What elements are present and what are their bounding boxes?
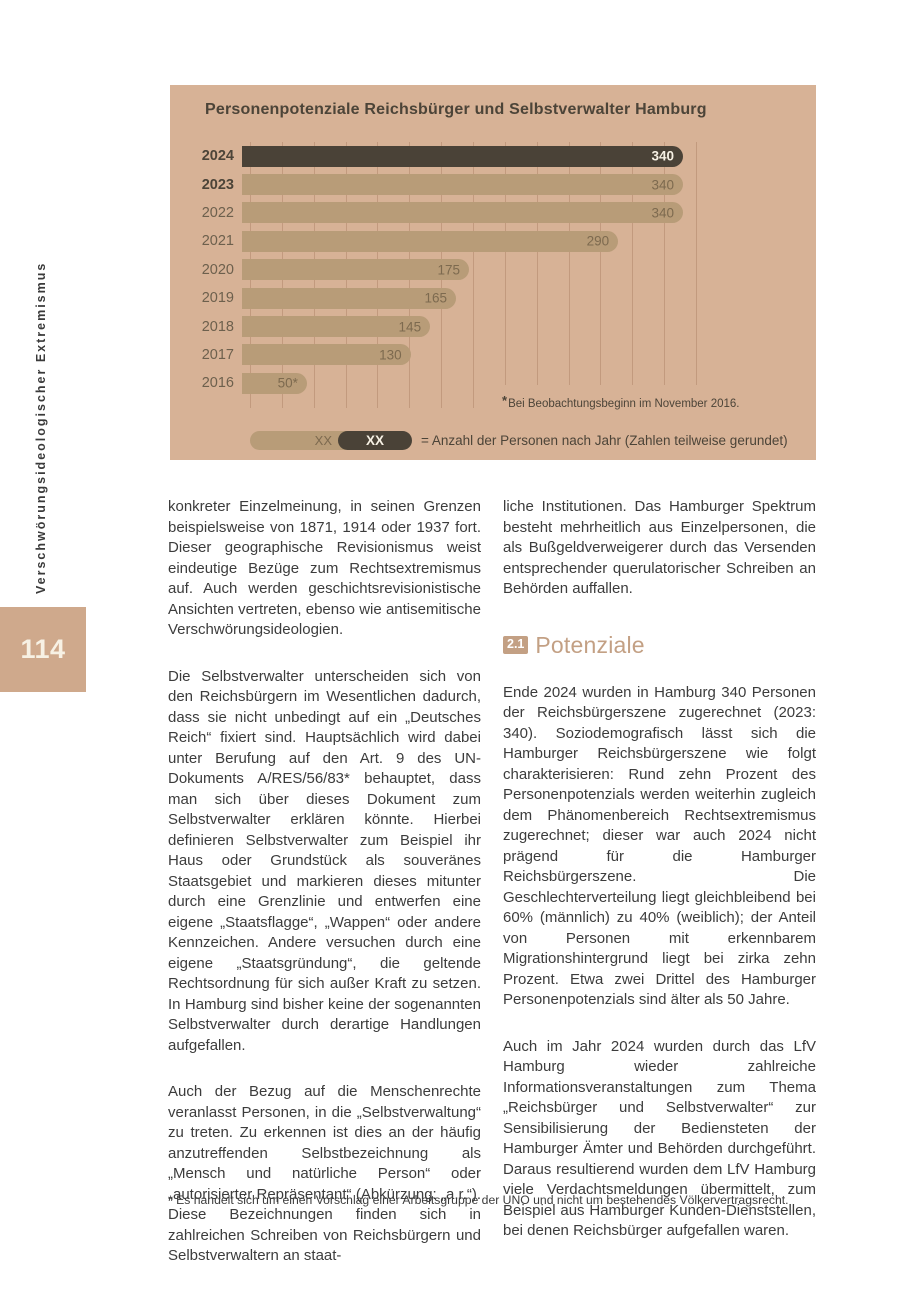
chart-footnote: *Bei Beobachtungsbeginn im November 2016…	[500, 385, 748, 415]
year-label-2024: 2024	[201, 148, 234, 165]
bar-track: 340	[242, 174, 696, 196]
chart-row-2024: 2024 340	[170, 142, 696, 170]
chart-legend: XX XX = Anzahl der Personen nach Jahr (Z…	[250, 430, 788, 450]
bar-value-label: 340	[651, 205, 675, 221]
chart-row-2017: 2017 130	[170, 341, 696, 369]
bar-2017: 130	[242, 344, 411, 366]
gridline	[568, 142, 570, 408]
year-label-2018: 2018	[201, 318, 234, 335]
gridline	[696, 142, 697, 408]
section-heading: 2.1 Potenziale	[503, 632, 816, 659]
chart-row-2016: 2016 50*	[170, 369, 696, 397]
chart-row-2018: 2018 145	[170, 312, 696, 340]
page-footnote: * Es handelt sich um einen Vorschlag ein…	[168, 1193, 789, 1207]
body-paragraph: Die Selbstverwalter unterscheiden sich v…	[168, 667, 481, 1054]
bar-2019: 165	[242, 287, 457, 309]
bar-track: 50*	[242, 372, 696, 394]
bar-track: 175	[242, 259, 696, 281]
year-label-2021: 2021	[201, 233, 234, 250]
year-label-2023: 2023	[201, 176, 234, 193]
year-label-2020: 2020	[201, 261, 234, 278]
body-paragraph: Auch im Jahr 2024 wurden durch das LfV H…	[503, 1037, 816, 1240]
chart-bars: 2024 340 2023 340 2022 340 2021 290 2020 175 2019 1…	[170, 142, 696, 398]
bar-value-label: 145	[398, 319, 422, 335]
bar-2018: 145	[242, 316, 431, 338]
body-paragraph: Auch der Bezug auf die Menschenrechte ve…	[168, 1083, 481, 1264]
asterisk-marker: *	[502, 393, 508, 408]
chart-footnote-text: Bei Beobachtungsbeginn im November 2016.	[508, 398, 740, 410]
section-number-badge: 2.1	[503, 636, 529, 654]
page-number-box: 114	[0, 607, 86, 692]
chart-row-2021: 2021 290	[170, 227, 696, 255]
legend-light-pill: XX	[250, 430, 354, 450]
bar-track: 130	[242, 344, 696, 366]
body-paragraph: Ende 2024 wurden in Hamburg 340 Personen…	[503, 683, 816, 1009]
left-column: konkreter Einzelmeinung, in seinen Grenz…	[168, 497, 481, 1293]
year-label-2022: 2022	[201, 204, 234, 221]
chart-row-2020: 2020 175	[170, 256, 696, 284]
gridline	[664, 142, 666, 408]
gridline	[600, 142, 602, 408]
bar-2024: 340	[242, 145, 684, 167]
page-number: 114	[20, 634, 66, 664]
year-label-2017: 2017	[201, 346, 234, 363]
bar-2021: 290	[242, 230, 619, 252]
chart-row-2023: 2023 340	[170, 170, 696, 198]
bar-track: 340	[242, 202, 696, 224]
legend-dark-pill: XX	[338, 430, 412, 450]
bar-2022: 340	[242, 202, 684, 224]
chart-title: Personenpotenziale Reichsbürger und Selb…	[205, 101, 707, 118]
bar-value-label: 340	[651, 177, 675, 193]
gridline	[536, 142, 538, 408]
section-title: Potenziale	[535, 631, 645, 658]
bar-2016: 50*	[242, 372, 307, 394]
year-label-2019: 2019	[201, 290, 234, 307]
chart-row-2022: 2022 340	[170, 199, 696, 227]
year-label-2016: 2016	[201, 375, 234, 392]
bar-value-label: 50*	[277, 375, 298, 391]
bar-value-label: 175	[437, 262, 460, 278]
bar-2020: 175	[242, 259, 469, 281]
body-paragraph: konkreter Einzelmeinung, in seinen Grenz…	[168, 498, 481, 638]
bar-track: 145	[242, 316, 696, 338]
gridline	[473, 142, 474, 408]
bar-value-label: 340	[651, 148, 675, 164]
bar-value-label: 130	[379, 347, 402, 363]
bar-2023: 340	[242, 174, 684, 196]
body-paragraph: liche Institutionen. Das Hamburger Spekt…	[503, 498, 816, 597]
gridline	[632, 142, 634, 408]
bar-track: 290	[242, 230, 696, 252]
right-column: liche Institutionen. Das Hamburger Spekt…	[503, 497, 816, 1293]
bar-track: 165	[242, 287, 696, 309]
article-columns: konkreter Einzelmeinung, in seinen Grenz…	[168, 497, 816, 1293]
bar-track: 340	[242, 145, 696, 167]
bar-value-label: 290	[586, 233, 610, 249]
statistics-chart-panel: Personenpotenziale Reichsbürger und Selb…	[170, 85, 816, 460]
chart-row-2019: 2019 165	[170, 284, 696, 312]
sidebar-chapter-label: Verschwörungsideologischer Extremismus	[34, 261, 48, 594]
bar-value-label: 165	[424, 290, 448, 306]
legend-caption: = Anzahl der Personen nach Jahr (Zahlen …	[421, 432, 788, 448]
gridline	[504, 142, 506, 408]
